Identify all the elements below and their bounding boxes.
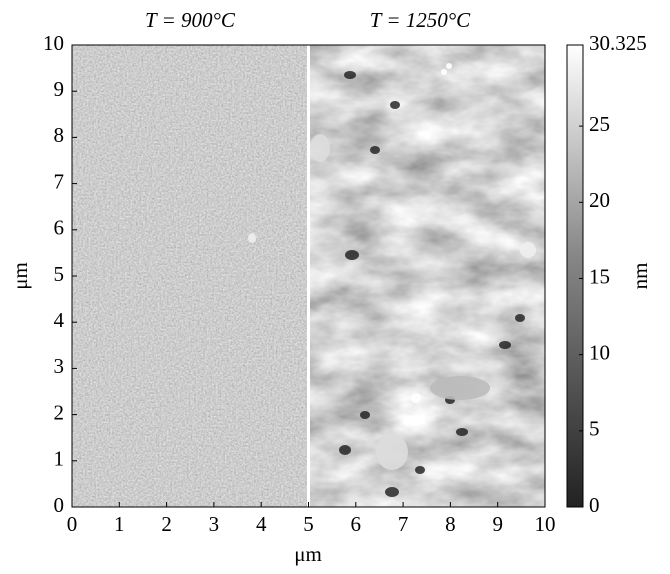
afm-image-900 (72, 45, 309, 507)
colorbar-tick-label: 5 (589, 417, 600, 441)
pit (499, 341, 511, 349)
pit (339, 445, 351, 455)
pit (385, 487, 399, 497)
y-tick-label: 7 (54, 169, 65, 193)
x-tick-label: 7 (398, 512, 409, 536)
x-tick-label: 1 (114, 512, 125, 536)
hillock (310, 134, 330, 162)
panel-title: T = 1250°C (370, 8, 471, 32)
hillock (411, 393, 421, 403)
pit (370, 146, 380, 154)
y-tick-label: 1 (54, 447, 65, 471)
y-tick-label: 10 (43, 31, 64, 55)
x-tick-label: 4 (256, 512, 267, 536)
x-tick-label: 9 (492, 512, 503, 536)
y-tick-label: 0 (54, 493, 65, 517)
pit (345, 250, 359, 260)
pit (415, 466, 425, 474)
y-tick-label: 3 (54, 354, 65, 378)
pit (390, 101, 400, 109)
x-tick-label: 5 (303, 512, 314, 536)
colorbar (566, 44, 584, 508)
pit (344, 71, 356, 79)
colorbar-tick-label: 30.325 (589, 31, 647, 55)
y-tick-label: 5 (54, 262, 65, 286)
x-tick-label: 8 (445, 512, 456, 536)
hillock (376, 434, 408, 470)
x-tick-label: 10 (535, 512, 556, 536)
hillock (446, 63, 452, 69)
pit (360, 411, 370, 419)
pit (456, 428, 468, 436)
pit (515, 314, 525, 322)
x-axis-label: μm (294, 542, 322, 566)
y-tick-label: 9 (54, 77, 65, 101)
colorbar-label: nm (628, 263, 652, 290)
afm-images (72, 45, 545, 507)
x-tick-label: 0 (67, 512, 78, 536)
panel-title: T = 900°C (145, 8, 236, 32)
colorbar-tick-label: 20 (589, 188, 610, 212)
colorbar-tick-label: 10 (589, 340, 610, 364)
y-tick-label: 2 (54, 400, 65, 424)
x-tick-label: 6 (351, 512, 362, 536)
y-tick-label: 8 (54, 123, 65, 147)
afm-image-1250 (308, 45, 545, 507)
hillock (248, 233, 256, 243)
colorbar-tick-label: 25 (589, 112, 610, 136)
colorbar-tick-label: 0 (589, 493, 600, 517)
x-tick-label: 3 (209, 512, 220, 536)
y-axis-label: μm (8, 262, 32, 290)
hillock (520, 242, 536, 258)
hillock (430, 376, 490, 400)
colorbar-tick-label: 15 (589, 264, 610, 288)
hillock (441, 69, 447, 75)
x-tick-label: 2 (161, 512, 172, 536)
y-tick-label: 4 (54, 308, 65, 332)
y-tick-label: 6 (54, 216, 65, 240)
